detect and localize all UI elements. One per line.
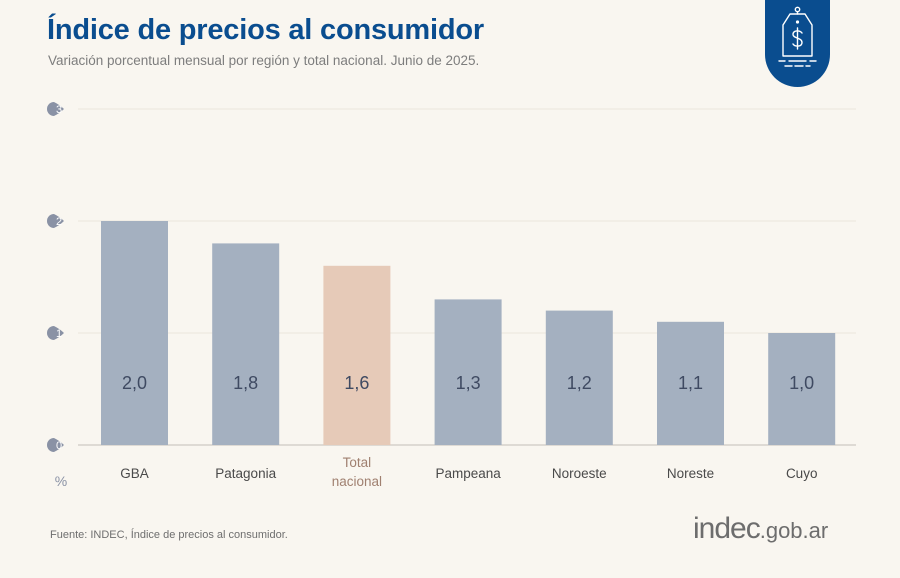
logo-main: indec	[693, 512, 761, 545]
y-ticks: 0 1 2 3	[47, 102, 64, 452]
bar	[101, 221, 168, 445]
x-labels: GBA Patagonia Total nacional Pampeana Noroest…	[120, 455, 817, 489]
y-tick: 3	[47, 102, 64, 116]
y-tick-label: 0	[56, 440, 62, 452]
x-tick-label: Cuyo	[786, 466, 818, 481]
y-tick: 0	[47, 438, 64, 452]
y-tick: 1	[47, 326, 64, 340]
x-tick-label: Total	[343, 455, 372, 470]
x-tick-label: nacional	[332, 474, 382, 489]
header-badge	[765, 0, 830, 87]
chart-title: Índice de precios al consumidor	[47, 14, 484, 46]
x-tick-label: GBA	[120, 466, 149, 481]
bar	[657, 321, 724, 445]
y-tick-label: 3	[56, 104, 62, 116]
bar	[545, 310, 613, 445]
x-tick-label: Patagonia	[215, 466, 276, 481]
bar-value-label: 1,3	[456, 373, 481, 393]
y-tick-badge	[47, 438, 64, 452]
bar	[434, 299, 502, 445]
bar	[323, 265, 391, 445]
bar-value-label: 1,0	[789, 373, 814, 393]
y-tick-badge	[47, 214, 64, 228]
chart-subtitle: Variación porcentual mensual por región …	[48, 53, 480, 68]
bar-value-label: 2,0	[122, 373, 147, 393]
y-axis-unit-label: %	[55, 473, 67, 489]
indec-logo[interactable]: indec.gob.ar	[693, 512, 828, 546]
bar	[212, 243, 280, 445]
bar-value-label: 1,1	[678, 373, 703, 393]
bar-value-label: 1,2	[567, 373, 592, 393]
x-tick-label: Pampeana	[435, 466, 501, 481]
y-tick: 2	[47, 214, 64, 228]
y-tick-badge	[47, 326, 64, 340]
bars: 2,0 1,8 1,6 1,3 1,2 1,1 1,0	[101, 221, 836, 445]
x-tick-label: Noreste	[667, 466, 714, 481]
x-tick-label: Noroeste	[552, 466, 607, 481]
source-note: Fuente: INDEC, Índice de precios al cons…	[50, 529, 288, 541]
y-tick-badge	[47, 102, 64, 116]
y-tick-label: 1	[56, 328, 62, 340]
bar	[768, 333, 836, 445]
bar-value-label: 1,8	[233, 373, 258, 393]
logo-suffix: .gob.ar	[759, 518, 829, 543]
bar-value-label: 1,6	[344, 373, 369, 393]
y-tick-label: 2	[56, 216, 62, 228]
price-tag-dollar-icon	[778, 6, 817, 67]
